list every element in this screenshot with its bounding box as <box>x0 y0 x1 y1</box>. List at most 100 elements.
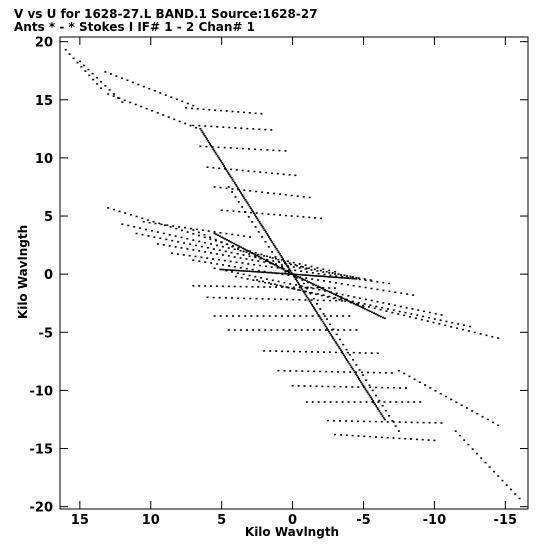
uv-point <box>199 145 202 148</box>
uv-point <box>357 277 360 279</box>
uv-point <box>115 75 118 77</box>
uv-point <box>317 275 320 277</box>
uv-point <box>223 165 225 167</box>
uv-point <box>162 232 165 235</box>
uv-point <box>460 404 463 406</box>
uv-point <box>255 215 258 218</box>
uv-point <box>303 385 306 387</box>
uv-point <box>375 386 378 389</box>
uv-point <box>252 128 255 130</box>
uv-point <box>292 261 295 264</box>
uv-point <box>271 172 273 174</box>
uv-point <box>247 250 250 252</box>
uv-point <box>145 107 148 110</box>
uv-point <box>345 277 348 279</box>
uv-point <box>208 141 210 144</box>
uv-point <box>348 362 351 365</box>
uv-point <box>248 270 251 273</box>
uv-point <box>215 233 218 236</box>
uv-point <box>345 299 348 301</box>
uv-point <box>239 190 242 193</box>
uv-point <box>318 315 321 318</box>
uv-point <box>361 383 364 385</box>
uv-point <box>234 196 237 198</box>
uv-point <box>301 288 304 291</box>
uv-point <box>249 250 251 252</box>
uv-point <box>349 371 352 373</box>
uv-point <box>237 248 239 250</box>
uv-point <box>356 303 359 306</box>
uv-point <box>269 237 272 240</box>
uv-point <box>309 291 311 294</box>
uv-point <box>304 286 307 289</box>
uv-point <box>236 272 239 274</box>
uv-point <box>440 314 443 316</box>
uv-point <box>198 240 201 243</box>
uv-point <box>189 124 192 127</box>
uv-point <box>192 229 195 231</box>
uv-point <box>263 261 266 263</box>
uv-point <box>186 102 189 105</box>
uv-point <box>256 271 259 273</box>
uv-point <box>305 295 308 297</box>
uv-point <box>334 273 337 275</box>
uv-point <box>272 263 275 265</box>
uv-point <box>298 263 301 265</box>
uv-point <box>142 85 145 88</box>
uv-point <box>259 257 262 260</box>
uv-point <box>311 278 314 280</box>
uv-point <box>360 306 363 308</box>
uv-point <box>362 420 365 423</box>
uv-point <box>409 316 411 318</box>
uv-point <box>92 78 95 81</box>
uv-point <box>289 370 292 372</box>
uv-point <box>118 210 121 213</box>
uv-point <box>266 149 269 151</box>
uv-point <box>227 255 230 257</box>
uv-point <box>198 124 201 127</box>
uv-point <box>284 150 287 152</box>
uv-point <box>331 335 334 338</box>
uv-point <box>243 297 246 300</box>
uv-point <box>286 270 289 273</box>
uv-point <box>217 156 220 159</box>
uv-point <box>237 297 240 299</box>
uv-point <box>228 173 231 176</box>
uv-point <box>434 422 437 424</box>
uv-point <box>178 120 181 123</box>
uv-point <box>123 99 126 102</box>
uv-point <box>259 256 262 259</box>
uv-point <box>282 173 285 176</box>
uv-point <box>248 274 251 277</box>
uv-point <box>287 350 290 353</box>
uv-point <box>299 315 302 317</box>
uv-point <box>268 315 271 317</box>
uv-point <box>228 265 230 267</box>
uv-point <box>374 420 377 423</box>
uv-point <box>382 417 385 419</box>
uv-point <box>229 241 232 243</box>
uv-point <box>200 256 203 259</box>
uv-point <box>302 196 305 198</box>
uv-point <box>333 276 336 278</box>
uv-point <box>241 169 244 172</box>
uv-point <box>481 415 484 418</box>
uv-point <box>276 172 279 175</box>
y-tick-label: 10 <box>35 152 53 167</box>
uv-point <box>201 131 204 133</box>
uv-point <box>305 277 308 279</box>
uv-point <box>389 401 392 403</box>
uv-point <box>254 252 257 254</box>
uv-point <box>135 232 138 235</box>
uv-point <box>245 200 248 203</box>
uv-point <box>288 329 291 331</box>
uv-point <box>285 263 288 265</box>
uv-point <box>416 314 419 316</box>
uv-point <box>291 287 294 290</box>
uv-point <box>258 221 261 223</box>
uv-point <box>218 235 221 237</box>
uv-point <box>254 148 257 151</box>
uv-point <box>227 247 230 249</box>
uv-point <box>338 347 341 350</box>
uv-point <box>238 188 240 191</box>
